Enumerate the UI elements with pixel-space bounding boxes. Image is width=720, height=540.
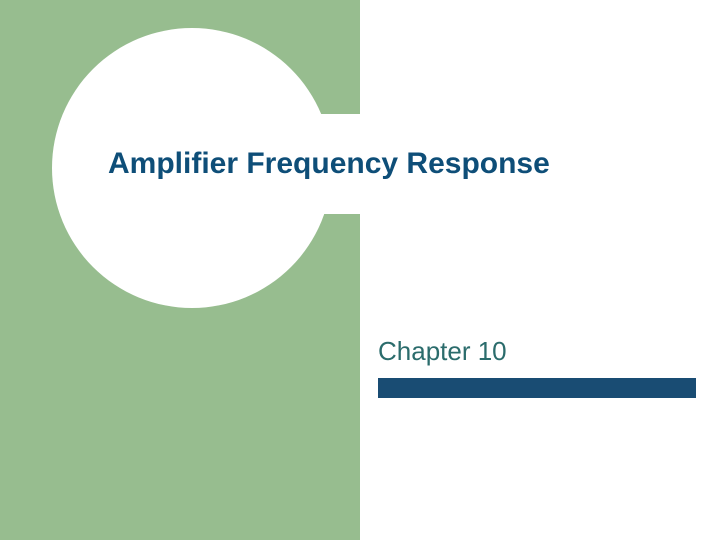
slide-subtitle: Chapter 10 [378, 336, 507, 367]
slide-title: Amplifier Frequency Response [100, 147, 550, 181]
title-bar: Amplifier Frequency Response [100, 114, 720, 214]
underline-bar [378, 378, 696, 398]
